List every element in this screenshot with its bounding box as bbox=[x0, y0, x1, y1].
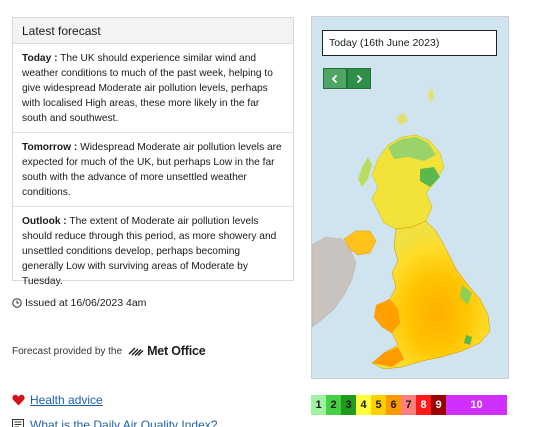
daqi-scale: 1 2 3 4 5 6 7 8 9 10 bbox=[311, 395, 507, 415]
forecast-panel: Latest forecast Today : The UK should ex… bbox=[12, 17, 294, 287]
daqi-info[interactable]: What is the Daily Air Quality Index? bbox=[12, 418, 217, 427]
chevron-left-icon bbox=[331, 74, 338, 83]
daqi-level-9: 9 bbox=[431, 395, 446, 415]
daqi-level-2: 2 bbox=[326, 395, 341, 415]
western-isles bbox=[358, 157, 372, 187]
document-icon bbox=[12, 419, 24, 427]
daqi-level-1: 1 bbox=[311, 395, 326, 415]
uk-map bbox=[312, 87, 491, 370]
daqi-level-10: 10 bbox=[446, 395, 507, 415]
next-day-button[interactable] bbox=[347, 68, 371, 89]
daqi-level-3: 3 bbox=[341, 395, 356, 415]
forecast-outlook-text: The extent of Moderate air pollution lev… bbox=[22, 216, 277, 287]
daqi-level-4: 4 bbox=[356, 395, 371, 415]
forecast-today-text: The UK should experience similar wind an… bbox=[22, 53, 273, 124]
daqi-level-6: 6 bbox=[386, 395, 401, 415]
forecast-map: Today (16th June 2023) bbox=[311, 16, 509, 379]
daqi-level-7: 7 bbox=[401, 395, 416, 415]
england-wales bbox=[371, 220, 491, 370]
daqi-level-5: 5 bbox=[371, 395, 386, 415]
health-advice-link[interactable]: Health advice bbox=[30, 393, 103, 407]
forecast-tomorrow-label: Tomorrow : bbox=[22, 142, 78, 153]
previous-day-button[interactable] bbox=[323, 68, 347, 89]
forecast-today-label: Today : bbox=[22, 53, 58, 64]
ireland-landmass bbox=[312, 236, 357, 328]
daqi-level-8: 8 bbox=[416, 395, 431, 415]
met-office-logo: Met Office bbox=[128, 344, 206, 358]
health-advice[interactable]: Health advice bbox=[12, 393, 103, 407]
forecast-today: Today : The UK should experience similar… bbox=[13, 44, 293, 133]
issued-text: Issued at 16/06/2023 4am bbox=[25, 297, 147, 309]
met-office-swirl-icon bbox=[128, 347, 144, 356]
met-office-name: Met Office bbox=[147, 344, 206, 358]
forecast-title: Latest forecast bbox=[13, 18, 293, 44]
daqi-info-link[interactable]: What is the Daily Air Quality Index? bbox=[30, 418, 218, 427]
clock-icon bbox=[12, 298, 22, 308]
provider-credit: Forecast provided by the Met Office bbox=[12, 344, 206, 358]
northern-ireland bbox=[343, 230, 377, 256]
issued-time: Issued at 16/06/2023 4am bbox=[12, 297, 146, 309]
heart-icon bbox=[12, 394, 25, 406]
forecast-tomorrow-text: Widespread Moderate air pollution levels… bbox=[22, 142, 282, 198]
forecast-tomorrow: Tomorrow : Widespread Moderate air pollu… bbox=[13, 133, 293, 207]
date-selector[interactable]: Today (16th June 2023) bbox=[322, 30, 497, 56]
chevron-right-icon bbox=[356, 74, 363, 83]
forecast-outlook-label: Outlook : bbox=[22, 216, 67, 227]
forecast-outlook: Outlook : The extent of Moderate air pol… bbox=[13, 207, 293, 295]
provided-by-text: Forecast provided by the bbox=[12, 345, 123, 357]
